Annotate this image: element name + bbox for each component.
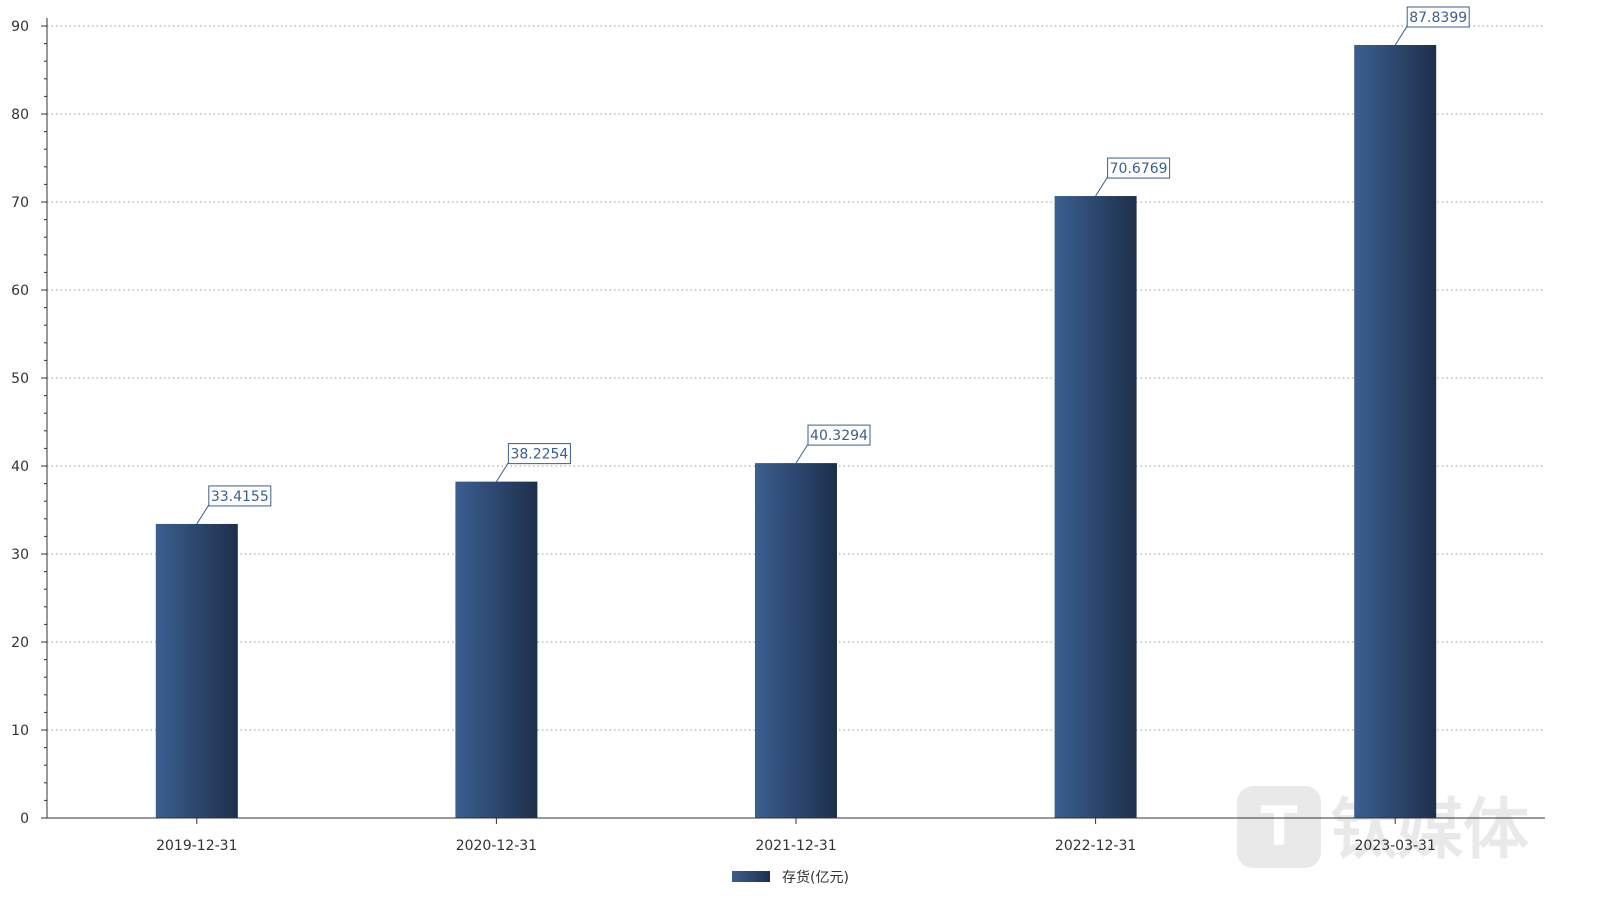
x-tick-label: 2020-12-31 (456, 838, 537, 854)
legend: 存货(亿元) (732, 869, 849, 886)
data-label-box (1107, 157, 1171, 179)
y-tick-label: 30 (11, 547, 29, 563)
bar-2022-12-31[interactable] (1054, 196, 1137, 818)
y-tick-label: 80 (11, 107, 29, 123)
bars (155, 45, 1437, 818)
y-tick-label: 60 (11, 283, 29, 299)
data-label: 40.3294 (810, 428, 868, 444)
data-label: 87.8399 (1409, 10, 1467, 26)
x-tick-label: 2021-12-31 (755, 838, 836, 854)
y-tick-label: 0 (20, 811, 29, 827)
watermark-logo-icon (1237, 786, 1321, 868)
legend-swatch[interactable] (732, 871, 770, 882)
data-label: 33.4155 (211, 489, 269, 505)
data-labels: 33.4155 38.2254 40.3294 70.6769 87.8399 (196, 6, 1470, 525)
bar-2023-03-31[interactable] (1354, 45, 1437, 818)
data-label-box (1406, 6, 1470, 28)
y-tick-label: 40 (11, 459, 29, 475)
data-label: 70.6769 (1110, 161, 1168, 177)
data-label-box (507, 443, 571, 465)
x-tick-label: 2019-12-31 (156, 838, 237, 854)
data-label-leader (495, 462, 509, 482)
data-label-leader (1394, 25, 1408, 46)
legend-label[interactable]: 存货(亿元) (782, 869, 849, 886)
data-label: 38.2254 (510, 447, 568, 463)
bar-2020-12-31[interactable] (455, 481, 538, 818)
data-label-leader (1095, 176, 1109, 197)
y-tick-label: 20 (11, 635, 29, 651)
watermark-logo-glyph: T (1261, 795, 1298, 858)
data-label-leader (196, 504, 210, 525)
y-tick-label: 90 (11, 19, 29, 35)
data-label-box (807, 424, 871, 446)
bar-2021-12-31[interactable] (755, 463, 837, 818)
y-tick-label: 50 (11, 371, 29, 387)
x-tick-label: 2023-03-31 (1355, 838, 1436, 854)
data-label-leader (795, 443, 809, 464)
data-label-box (208, 485, 272, 507)
x-tick-label: 2022-12-31 (1055, 838, 1136, 854)
y-tick-label: 70 (11, 195, 29, 211)
y-tick-label: 10 (11, 723, 29, 739)
bar-2019-12-31[interactable] (155, 523, 238, 818)
axes: 0 10 20 30 40 50 60 70 80 90 2019-12-31 2020-12-31 2… (11, 18, 1545, 854)
